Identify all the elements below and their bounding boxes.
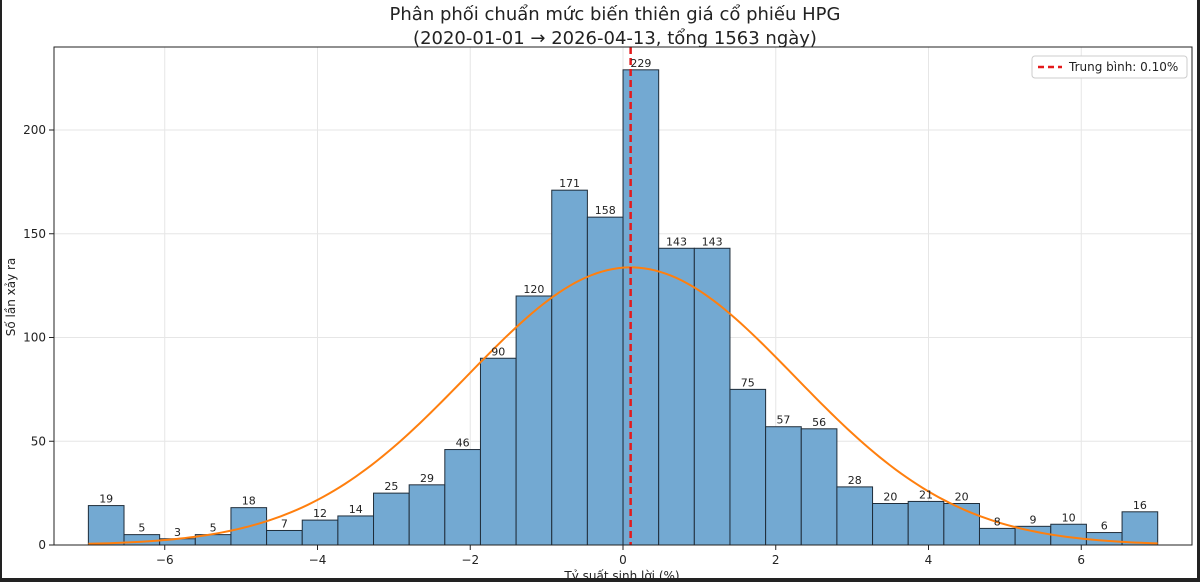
y-tick-label: 100 (23, 331, 46, 345)
x-tick-label: 2 (772, 553, 780, 567)
bar-data-label: 143 (666, 235, 687, 248)
x-tick-label: 0 (619, 553, 627, 567)
bar-data-label: 29 (420, 472, 434, 485)
bar-data-label: 229 (630, 57, 651, 70)
histogram-bar (943, 503, 980, 546)
histogram-bar (337, 515, 375, 546)
histogram-bar (586, 216, 624, 546)
histogram-bar (622, 69, 660, 546)
normal-curve-layer (88, 266, 1158, 545)
bar-data-label: 158 (595, 204, 616, 217)
bar-data-label: 20 (955, 491, 969, 504)
legend-box (1031, 55, 1188, 79)
bar-data-label: 20 (883, 491, 897, 504)
histogram-bar (408, 484, 446, 546)
y-tick-label: 0 (38, 538, 46, 552)
bar-data-label: 12 (313, 507, 327, 520)
y-tick-label: 150 (23, 227, 46, 241)
histogram-bar (800, 428, 838, 546)
bar-data-label: 18 (242, 495, 256, 508)
bar-data-label: 19 (99, 493, 113, 506)
histogram-bar (836, 486, 874, 546)
bar-data-label: 5 (138, 522, 145, 535)
histogram-bar (765, 426, 802, 546)
histogram-bar (444, 449, 481, 546)
histogram-bar (729, 388, 767, 546)
histogram-bar (693, 247, 731, 546)
histogram-bar (978, 527, 1016, 546)
bar-data-label: 6 (1101, 520, 1108, 533)
histogram-bar (123, 534, 161, 546)
histogram-bar (1121, 511, 1159, 546)
histogram-bar (373, 492, 410, 546)
y-tick-label: 50 (31, 434, 46, 448)
bar-data-label: 171 (559, 177, 580, 190)
histogram-bar (907, 500, 945, 546)
bar-data-label: 3 (174, 526, 181, 539)
bar-data-label: 28 (848, 474, 862, 487)
bar-data-label: 57 (776, 414, 790, 427)
bar-data-label: 9 (1029, 513, 1036, 526)
bar-data-label: 5 (210, 522, 217, 535)
window-right-edge (1197, 0, 1200, 582)
histogram-bar (551, 189, 588, 546)
bar-data-label: 143 (702, 235, 723, 248)
window-bottom-edge (0, 578, 1200, 582)
bar-data-label: 90 (491, 345, 505, 358)
bar-data-label: 7 (281, 517, 288, 530)
x-tick-label: −2 (461, 553, 479, 567)
y-axis-ticks: 0 50 100 150 200 (23, 123, 54, 552)
bar-data-label: 46 (456, 437, 470, 450)
legend: Trung bình: 0.10% (1031, 55, 1188, 79)
x-tick-label: 4 (925, 553, 933, 567)
y-tick-label: 200 (23, 123, 46, 137)
bar-data-label: 21 (919, 488, 933, 501)
bar-data-label: 120 (523, 283, 544, 296)
bar-data-label: 16 (1133, 499, 1147, 512)
x-axis-ticks: −6 −4 −2 0 2 4 6 (156, 545, 1085, 567)
y-axis-label: Số lần xảy ra (4, 258, 18, 337)
histogram-bar (266, 529, 303, 546)
chart-title: Phân phối chuẩn mức biến thiên giá cổ ph… (390, 4, 841, 25)
bar-data-label: 10 (1062, 511, 1076, 524)
x-tick-label: −6 (156, 553, 174, 567)
x-tick-label: −4 (309, 553, 327, 567)
x-tick-label: 6 (1077, 553, 1085, 567)
bar-data-label: 25 (384, 480, 398, 493)
bar-data-label: 75 (741, 376, 755, 389)
chart-subtitle: (2020-01-01 → 2026-04-13, tổng 1563 ngày… (413, 28, 817, 49)
histogram-bar (479, 357, 517, 546)
histogram-bar (872, 503, 909, 546)
bar-data-label: 56 (812, 416, 826, 429)
normal-distribution-curve (88, 266, 1158, 545)
bar-data-label: 14 (349, 503, 363, 516)
histogram-bar (658, 247, 695, 546)
window-left-edge (0, 0, 2, 582)
histogram-bar (87, 505, 125, 546)
histogram-bar (515, 295, 553, 546)
bar-data-labels: 19 5 3 5 18 7 12 14 25 29 46 90 120 171 158 229 143 143 75… (99, 57, 1147, 539)
histogram-bar (301, 519, 339, 546)
bar-data-label: 8 (994, 515, 1001, 528)
legend-mean-label: Trung bình: 0.10% (1068, 60, 1178, 74)
histogram-bars (87, 69, 1159, 546)
